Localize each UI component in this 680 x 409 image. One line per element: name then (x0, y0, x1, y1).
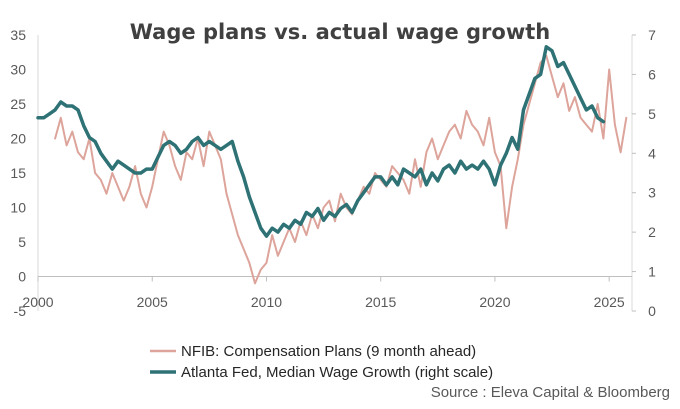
right-y-tick-label: 4 (648, 145, 656, 161)
source-note: Source : Eleva Capital & Bloomberg (431, 384, 670, 401)
right-y-tick-label: 5 (648, 106, 656, 122)
x-tick-label: 2025 (594, 294, 625, 310)
left-y-tick-label: 20 (10, 131, 26, 147)
right-y-tick-label: 6 (648, 66, 656, 82)
x-tick-label: 2010 (251, 294, 282, 310)
x-tick-label: 2005 (137, 294, 168, 310)
left-y-tick-label: 10 (10, 200, 26, 216)
right-y-tick-label: 1 (648, 264, 656, 280)
left-y-tick-label: 35 (10, 27, 26, 43)
right-y-tick-label: 2 (648, 224, 656, 240)
left-y-tick-label: -5 (14, 303, 27, 319)
legend: NFIB: Compensation Plans (9 month ahead)… (150, 343, 493, 381)
left-y-tick-label: 5 (18, 234, 26, 250)
legend-label-atlanta: Atlanta Fed, Median Wage Growth (right s… (181, 364, 493, 381)
axes-layer: 2000 2005 2010 2015 2020 202535302520151050-5… (10, 27, 656, 319)
x-tick-label: 2015 (365, 294, 396, 310)
series-layer (36, 45, 628, 285)
chart-title: Wage plans vs. actual wage growth (130, 20, 550, 44)
left-y-tick-label: 0 (18, 269, 26, 285)
left-y-tick-label: 25 (10, 96, 26, 112)
x-tick-label: 2020 (479, 294, 510, 310)
right-y-tick-label: 3 (648, 185, 656, 201)
left-y-tick-label: 30 (10, 62, 26, 78)
series-line-nfib (54, 54, 628, 285)
x-tick-label: 2000 (22, 294, 53, 310)
legend-label-nfib: NFIB: Compensation Plans (9 month ahead) (181, 343, 476, 360)
series-line-atlanta (36, 45, 606, 238)
right-y-tick-label: 0 (648, 303, 656, 319)
left-y-tick-label: 15 (10, 165, 26, 181)
right-y-tick-label: 7 (648, 27, 656, 43)
